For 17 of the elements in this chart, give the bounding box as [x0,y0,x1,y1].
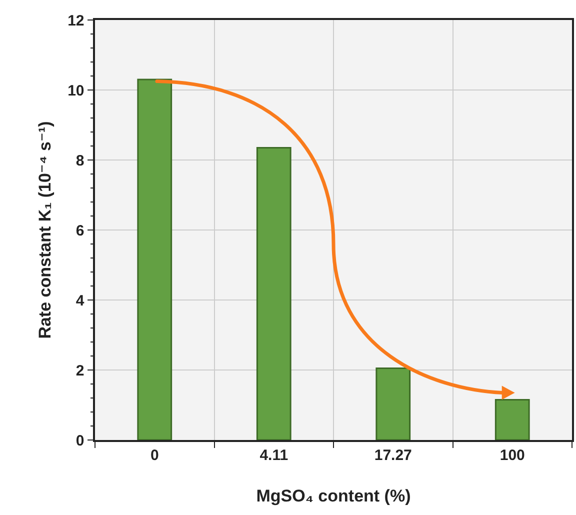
bar [494,399,530,440]
y-tick-label: 2 [76,362,84,380]
x-axis-title: MgSO₄ content (%) [256,486,411,506]
x-tick-label: 0 [150,446,159,464]
y-tick-label: 8 [76,152,84,170]
bar [256,147,292,440]
y-axis-title: Rate constant K₁ (10⁻⁴ s⁻¹) [36,121,54,339]
bar [376,368,411,440]
y-tick-label: 0 [76,432,84,450]
bar [137,78,172,440]
x-tick-label: 17.27 [374,446,412,464]
y-tick-label: 6 [76,222,84,240]
y-tick-label: 12 [68,12,84,30]
y-tick-label: 4 [76,292,85,310]
y-tick-label: 10 [68,82,84,100]
x-tick-label: 4.11 [260,446,288,464]
x-tick-label: 100 [500,446,525,464]
